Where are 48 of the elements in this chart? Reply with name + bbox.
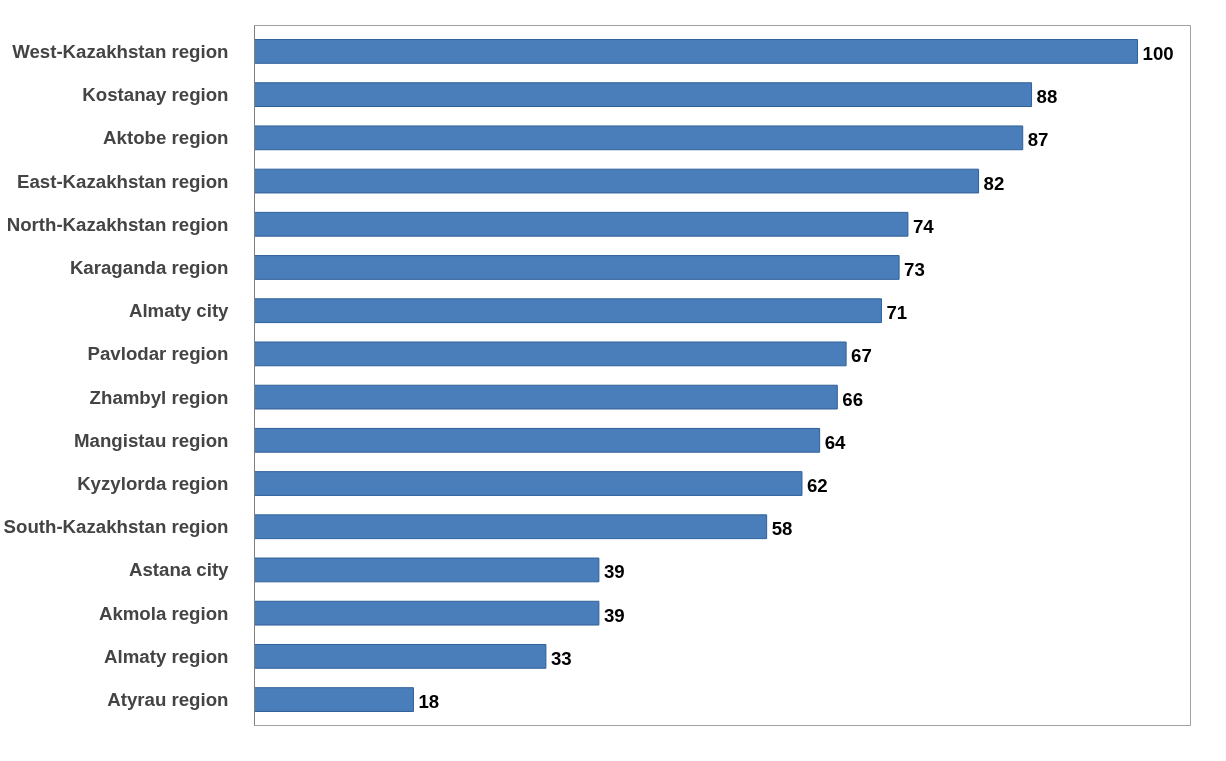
y-tick-label: South-Kazakhstan region xyxy=(3,516,229,538)
bar xyxy=(254,384,838,410)
bar xyxy=(254,643,547,669)
y-tick-label: Atyrau region xyxy=(107,689,229,711)
y-tick-label: Kostanay region xyxy=(82,84,229,106)
data-label: 71 xyxy=(886,302,908,324)
y-tick-label: North-Kazakhstan region xyxy=(6,213,229,235)
bar xyxy=(254,298,882,324)
data-label: 64 xyxy=(824,431,847,453)
y-tick-label: East-Kazakhstan region xyxy=(17,170,229,192)
data-label: 62 xyxy=(806,475,828,497)
bar xyxy=(254,600,600,626)
data-label: 73 xyxy=(904,258,925,280)
y-tick-label: Zhambyl region xyxy=(89,386,229,408)
y-tick-label: Kyzylorda region xyxy=(77,473,229,495)
bar xyxy=(254,557,600,583)
y-tick-label: Pavlodar region xyxy=(87,343,229,365)
bar xyxy=(254,255,900,280)
y-tick-label: Akmola region xyxy=(98,602,229,624)
bar xyxy=(254,341,847,367)
data-label: 66 xyxy=(842,388,864,410)
y-tick-label: Astana city xyxy=(128,559,230,581)
bar xyxy=(254,168,980,194)
data-label: 39 xyxy=(603,561,625,583)
bar xyxy=(254,82,1033,108)
data-label: 18 xyxy=(418,691,440,713)
data-label: 67 xyxy=(851,345,872,367)
bar xyxy=(254,687,414,712)
bar xyxy=(254,39,1139,64)
data-label: 100 xyxy=(1142,42,1174,64)
y-tick-label: Almaty region xyxy=(104,645,229,667)
y-tick-label: Aktobe region xyxy=(103,127,229,149)
bar xyxy=(254,211,909,237)
data-label: 87 xyxy=(1027,129,1049,151)
bar xyxy=(254,125,1024,151)
bar xyxy=(254,471,803,496)
y-tick-label: West-Kazakhstan region xyxy=(12,40,229,62)
data-label: 58 xyxy=(771,518,793,540)
data-label: 88 xyxy=(1036,86,1058,108)
y-tick-label: Mangistau region xyxy=(74,429,229,451)
y-tick-label: Almaty city xyxy=(128,300,230,322)
data-label: 82 xyxy=(983,172,1005,194)
bar xyxy=(254,427,821,453)
y-tick-label: Karaganda region xyxy=(69,256,229,278)
data-label: 39 xyxy=(603,604,625,626)
data-label: 33 xyxy=(550,647,572,669)
data-label: 74 xyxy=(912,215,935,237)
bar xyxy=(254,514,768,540)
